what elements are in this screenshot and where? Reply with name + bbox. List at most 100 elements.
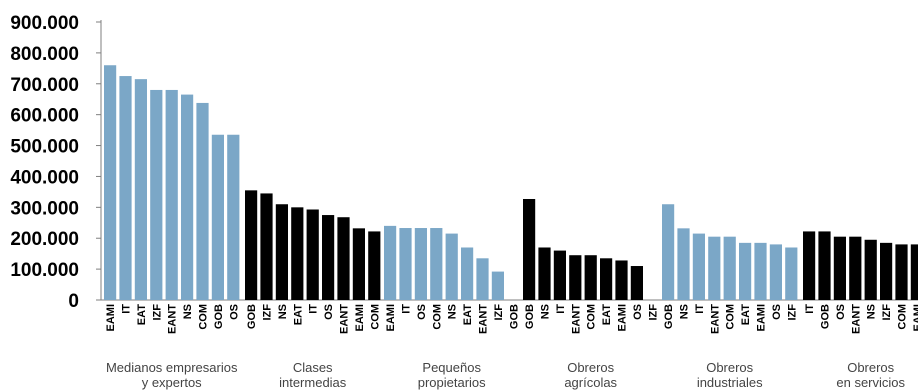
bar — [723, 236, 736, 300]
x-tick-label: IZF — [151, 304, 163, 321]
x-tick-label: IZF — [262, 304, 274, 321]
x-tick-label: EANT — [167, 304, 179, 334]
bar — [337, 217, 350, 300]
bar — [880, 242, 893, 300]
bar — [615, 260, 628, 300]
bar — [818, 231, 831, 300]
bar — [849, 236, 862, 300]
x-tick-label: EAMI — [756, 304, 768, 332]
bar — [245, 190, 258, 300]
x-tick-label: COM — [431, 304, 443, 330]
bar — [895, 244, 908, 300]
bar — [165, 89, 178, 300]
bar — [445, 233, 458, 300]
bars — [104, 65, 918, 301]
x-tick-label: EAT — [601, 304, 613, 325]
x-tick-label: IT — [121, 304, 133, 314]
group-label: Obreros industriales — [697, 360, 763, 390]
x-tick-label: OS — [632, 304, 644, 320]
bar — [414, 228, 427, 300]
group-label: Medianos empresarios y expertos — [106, 360, 238, 390]
axes: 0 100.000 200.000 300.000 400.000 500.000 600.… — [10, 13, 918, 312]
x-tick-label: EAMI — [617, 304, 629, 332]
x-tick-label: EAT — [462, 304, 474, 325]
x-tick-label: COM — [369, 304, 381, 330]
x-tick-label: IZF — [881, 304, 893, 321]
bar — [630, 266, 643, 300]
x-tick-label: EANT — [478, 304, 490, 334]
bar — [399, 228, 412, 300]
bar — [833, 236, 846, 300]
bar — [104, 65, 117, 300]
bar — [291, 207, 304, 300]
bar — [708, 236, 721, 300]
bar — [476, 258, 489, 300]
x-tick-label: EANT — [339, 304, 351, 334]
y-tick-label: 900.000 — [10, 13, 79, 34]
y-tick-label: 100.000 — [10, 260, 79, 281]
x-tick-label: GOB — [246, 304, 258, 329]
group-label: Pequeños propietarios — [418, 360, 486, 390]
bar — [430, 228, 443, 300]
bar — [211, 134, 224, 300]
bar — [306, 209, 319, 300]
bar — [739, 242, 752, 300]
bar — [119, 76, 132, 300]
y-tick-label: 600.000 — [10, 106, 79, 127]
bar — [491, 271, 504, 300]
bar — [553, 250, 566, 300]
x-tick-label: GOB — [820, 304, 832, 329]
bar — [322, 215, 335, 300]
x-tick-label: IT — [804, 304, 816, 314]
x-tick-label: IT — [694, 304, 706, 314]
x-tick-label: OS — [771, 304, 783, 320]
bar — [538, 247, 551, 300]
group-label: Obreros agrícolas — [564, 360, 617, 390]
x-tick-label: EAMI — [354, 304, 366, 332]
bar — [864, 239, 877, 300]
x-tick-label: NS — [182, 304, 194, 319]
x-tick-label: COM — [198, 304, 210, 330]
bar — [677, 228, 690, 300]
group-label: Obreros en servicios — [836, 360, 905, 390]
x-tick-label: GOB — [213, 304, 225, 329]
x-tick-label: NS — [540, 304, 552, 319]
x-tick-label: IT — [401, 304, 413, 314]
bar — [523, 198, 536, 300]
bar — [910, 244, 918, 300]
bar — [384, 225, 397, 300]
x-tick-label: IZF — [493, 304, 505, 321]
bar — [754, 242, 767, 300]
y-tick-label: 700.000 — [10, 75, 79, 96]
x-tick-label: GOB — [663, 304, 675, 329]
x-tick-label: COM — [586, 304, 598, 330]
x-tick-label: OS — [416, 304, 428, 320]
bar — [196, 102, 209, 300]
y-tick-label: 800.000 — [10, 44, 79, 65]
x-tick-label: IT — [308, 304, 320, 314]
bar — [134, 79, 147, 301]
x-tick-label: EAT — [292, 304, 304, 325]
bar — [600, 258, 613, 300]
y-tick-label: 200.000 — [10, 229, 79, 250]
y-tick-label: 500.000 — [10, 137, 79, 158]
x-tick-label: OS — [228, 304, 240, 320]
x-tick-label: GOB — [524, 304, 536, 329]
x-tick-label: EAT — [740, 304, 752, 325]
group-label: Clases intermedias — [279, 360, 347, 390]
x-tick-label: EANT — [850, 304, 862, 334]
bar — [569, 255, 582, 300]
bar — [584, 255, 597, 300]
x-tick-label: NS — [679, 304, 691, 319]
x-tick-label: EANT — [570, 304, 582, 334]
y-tick-label: 300.000 — [10, 198, 79, 219]
x-tick-label: EANT — [709, 304, 721, 334]
y-tick-label: 400.000 — [10, 167, 79, 188]
x-tick-label: GOB — [508, 304, 520, 329]
x-tick-label: IZF — [786, 304, 798, 321]
bar — [227, 134, 240, 300]
bar — [352, 228, 365, 300]
x-tick-label: COM — [897, 304, 909, 330]
